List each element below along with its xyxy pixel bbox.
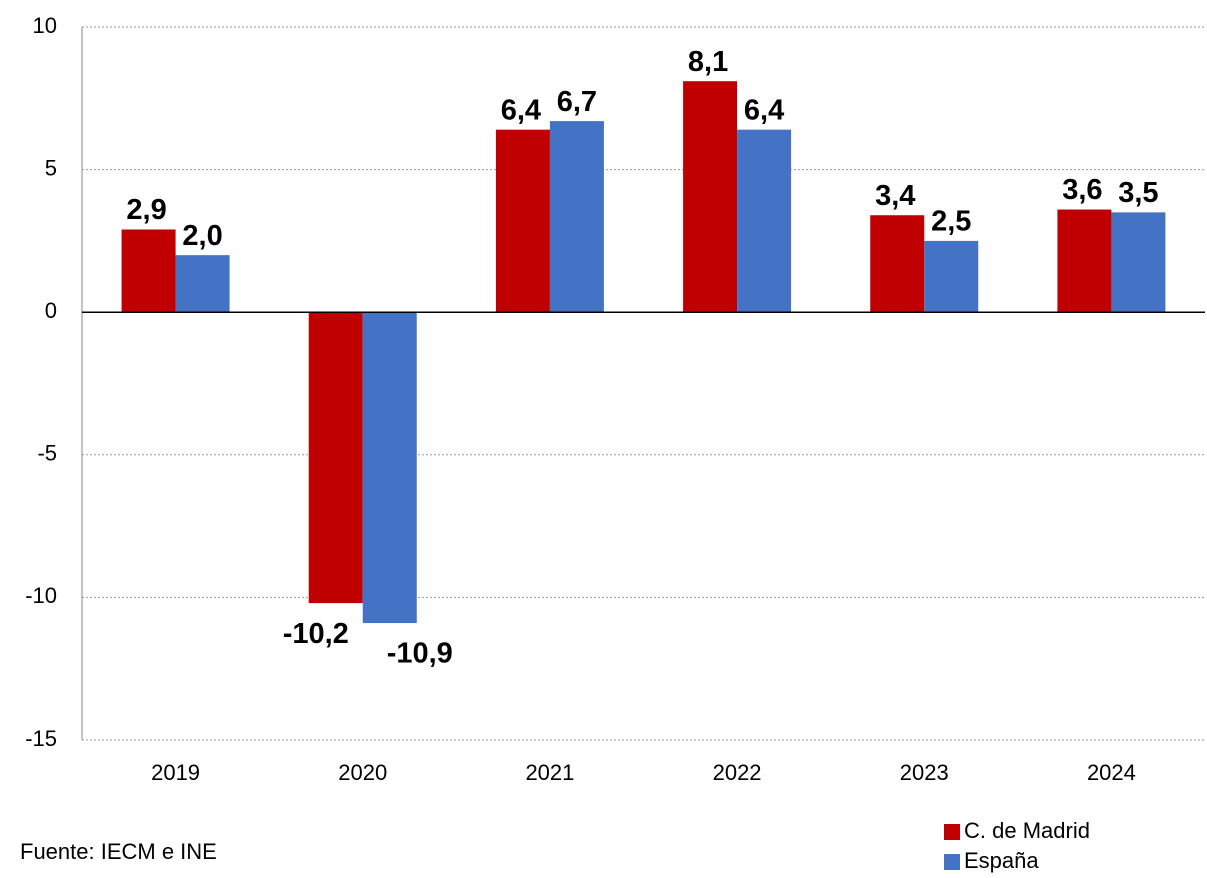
- data-label: -10,2: [283, 618, 349, 650]
- bar: [495, 129, 550, 313]
- x-tick-label: 2019: [151, 760, 200, 785]
- legend-label: España: [964, 848, 1039, 873]
- bar: [362, 312, 417, 624]
- data-label: 3,4: [875, 180, 915, 212]
- bar: [1111, 212, 1166, 313]
- bar: [121, 229, 176, 313]
- source-note: Fuente: IECM e INE: [20, 839, 217, 864]
- data-label: -10,9: [387, 638, 453, 670]
- x-tick-label: 2020: [338, 760, 387, 785]
- x-tick-label: 2023: [900, 760, 949, 785]
- y-tick-label: -15: [25, 726, 57, 751]
- y-tick-label: -10: [25, 583, 57, 608]
- y-tick-label: 5: [45, 155, 57, 180]
- x-tick-label: 2021: [525, 760, 574, 785]
- bar: [870, 215, 925, 313]
- bar: [308, 312, 363, 604]
- data-label: 2,0: [182, 220, 222, 252]
- bar: [549, 121, 604, 313]
- bar: [683, 81, 738, 313]
- data-label: 6,7: [557, 86, 597, 118]
- data-label: 8,1: [688, 46, 728, 78]
- data-label: 3,5: [1118, 177, 1158, 209]
- y-tick-label: -5: [37, 441, 57, 466]
- legend-label: C. de Madrid: [964, 818, 1090, 843]
- y-tick-label: 0: [45, 298, 57, 323]
- x-tick-label: 2022: [713, 760, 762, 785]
- data-label: 6,4: [744, 94, 784, 126]
- bar: [175, 255, 230, 313]
- bar: [737, 129, 792, 313]
- bar: [924, 240, 979, 313]
- data-label: 2,5: [931, 206, 971, 238]
- data-label: 6,4: [501, 94, 541, 126]
- legend-swatch: [944, 854, 960, 870]
- bar: [1057, 209, 1112, 313]
- data-label: 2,9: [126, 194, 166, 226]
- data-label: 3,6: [1062, 174, 1102, 206]
- legend-swatch: [944, 824, 960, 840]
- x-tick-label: 2024: [1087, 760, 1136, 785]
- y-tick-label: 10: [33, 13, 57, 38]
